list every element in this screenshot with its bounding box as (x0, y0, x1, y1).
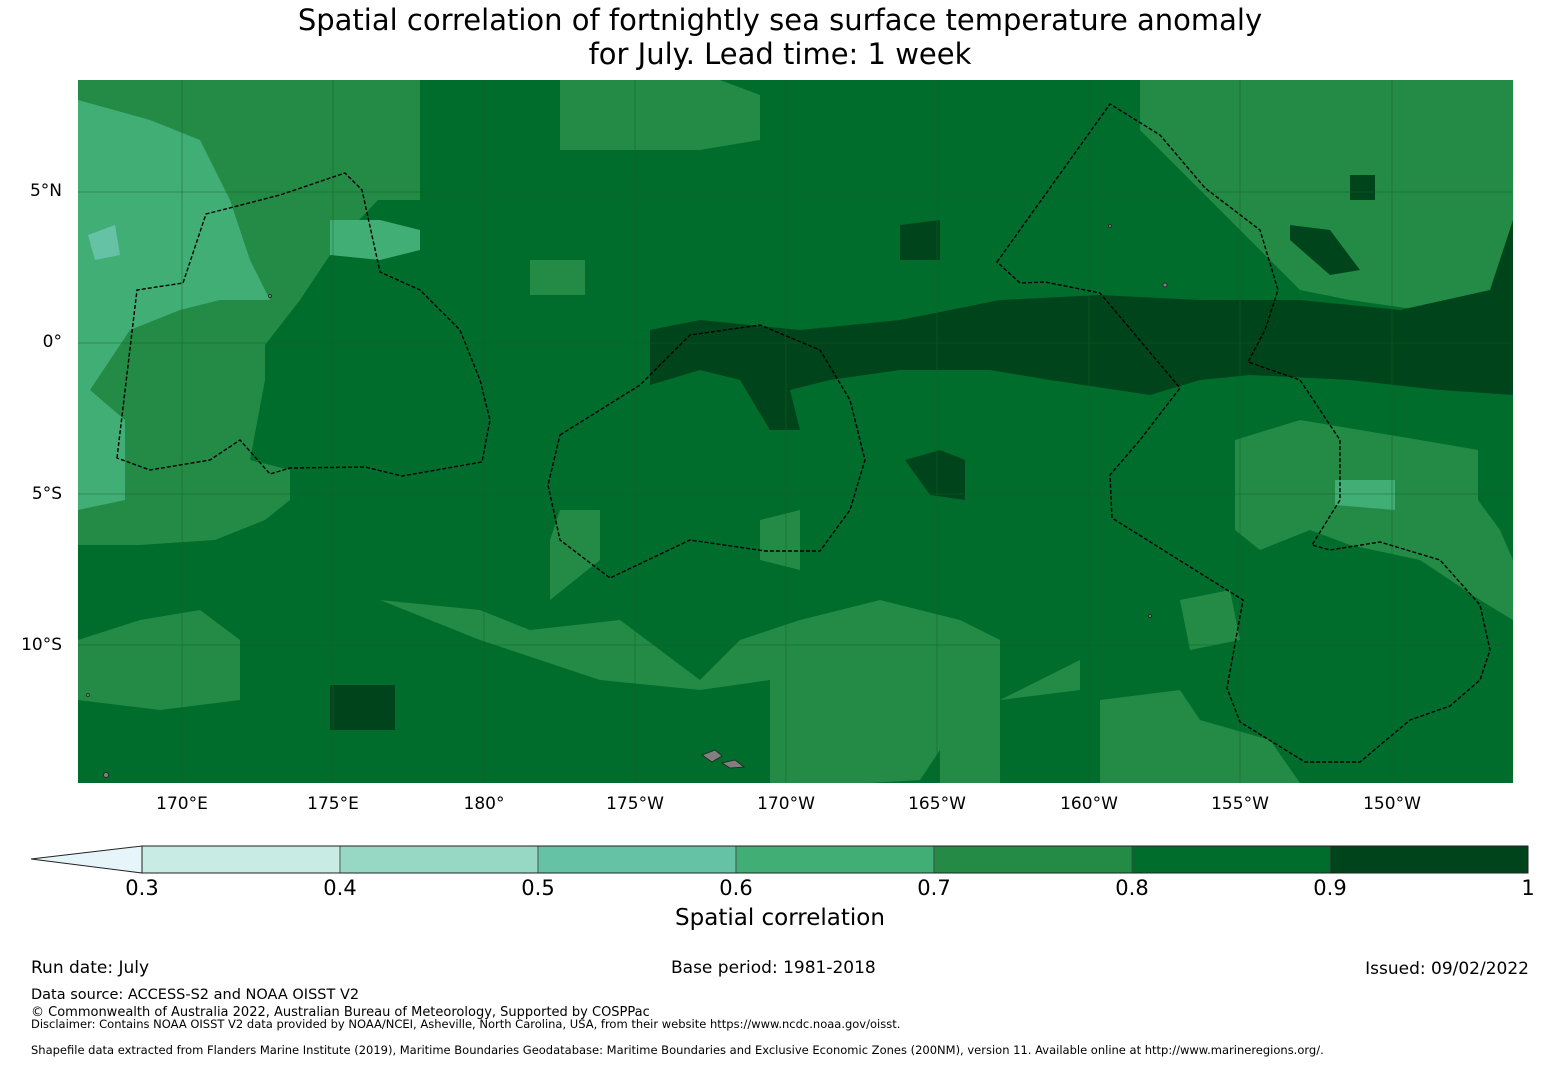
lon-label-165w: 165°W (908, 794, 966, 814)
lon-label-160w: 160°W (1060, 794, 1118, 814)
colorbar-tick-0.9: 0.9 (1313, 876, 1347, 900)
colorbar-tick-1: 1 (1521, 876, 1535, 900)
lon-label-175e: 175°E (307, 794, 359, 814)
lon-label-150w: 150°W (1363, 794, 1421, 814)
field-0.7-0.8 (78, 80, 1513, 783)
eez-boundaries (116, 103, 1491, 763)
lon-label-175w: 175°W (606, 794, 664, 814)
issued-date: Issued: 09/02/2022 (1365, 959, 1529, 979)
copyright: © Commonwealth of Australia 2022, Austra… (31, 1005, 650, 1020)
lon-label-170w: 170°W (757, 794, 815, 814)
data-source: Data source: ACCESS-S2 and NOAA OISST V2 (31, 987, 360, 1003)
colorbar-tick-0.5: 0.5 (521, 876, 555, 900)
disclaimer: Disclaimer: Contains NOAA OISST V2 data … (31, 1017, 901, 1031)
field-0.5-0.6 (88, 225, 120, 260)
eez-kiribati-gilbert (116, 172, 491, 477)
lon-label-170e: 170°E (156, 794, 208, 814)
lat-label-0: 0° (42, 332, 62, 352)
land-islands (86, 224, 1168, 778)
colorbar-tick-0.8: 0.8 (1115, 876, 1149, 900)
samoa-island-1 (701, 749, 723, 763)
base-period: Base period: 1981-2018 (671, 958, 876, 978)
colorbar-tick-0.4: 0.4 (323, 876, 357, 900)
lon-label-155w: 155°W (1211, 794, 1269, 814)
chart-title-line1: Spatial correlation of fortnightly sea s… (297, 3, 1263, 37)
map-field (78, 80, 1513, 783)
lon-label-180: 180° (463, 794, 505, 814)
chart-title-line2: for July. Lead time: 1 week (588, 37, 972, 71)
lat-label-5s: 5°S (31, 484, 62, 504)
map-gridlines (78, 80, 1513, 783)
eez-line-islands (996, 103, 1491, 763)
colorbar-tick-0.7: 0.7 (917, 876, 951, 900)
run-date: Run date: July (31, 958, 150, 978)
lat-label-10s: 10°S (21, 635, 62, 655)
lat-label-5n: 5°N (29, 181, 62, 201)
colorbar-label: Spatial correlation (675, 905, 885, 931)
field-0.9-1 (330, 175, 1513, 730)
colorbar-tick-0.6: 0.6 (719, 876, 753, 900)
colorbar-tick-0.3: 0.3 (125, 876, 159, 900)
eez-phoenix (547, 324, 866, 579)
samoa-island-2 (720, 759, 746, 769)
shapefile-credit: Shapefile data extracted from Flanders M… (31, 1043, 1324, 1057)
